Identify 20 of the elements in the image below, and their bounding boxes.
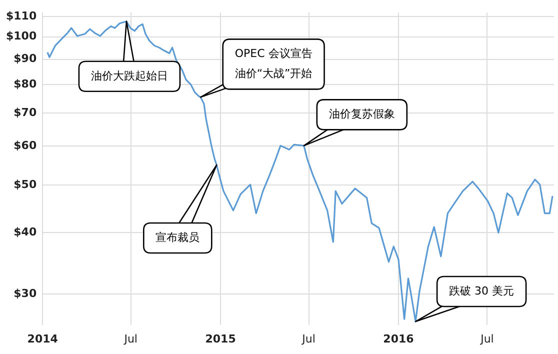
x-tick-label: 2015 — [205, 332, 236, 346]
y-tick-label: $50 — [14, 178, 37, 191]
x-tick-label: 2016 — [383, 332, 414, 346]
annotation: 跌破 30 美元 — [449, 284, 514, 298]
y-tick-label: $70 — [14, 106, 37, 119]
annotation: 油价复苏假象 — [328, 108, 395, 121]
x-tick-label: Jul — [301, 332, 316, 346]
y-tick-label: $80 — [14, 77, 37, 90]
x-tick-label: Jul — [480, 332, 494, 346]
y-tick-label: $30 — [14, 287, 37, 300]
annotation: 油价大跌起始日 — [90, 69, 168, 82]
x-tick-label: Jul — [123, 332, 138, 346]
x-tick-label: 2014 — [27, 332, 58, 346]
y-tick-label: $40 — [14, 226, 37, 239]
y-tick-label: $100 — [6, 30, 37, 43]
y-tick-label: $110 — [6, 9, 37, 22]
y-tick-label: $60 — [14, 138, 37, 152]
annotation: 宣布裁员 — [156, 231, 200, 244]
annotation: OPEC 会议宣告油价“大战”开始 — [234, 47, 312, 80]
y-tick-label: $90 — [14, 52, 37, 66]
